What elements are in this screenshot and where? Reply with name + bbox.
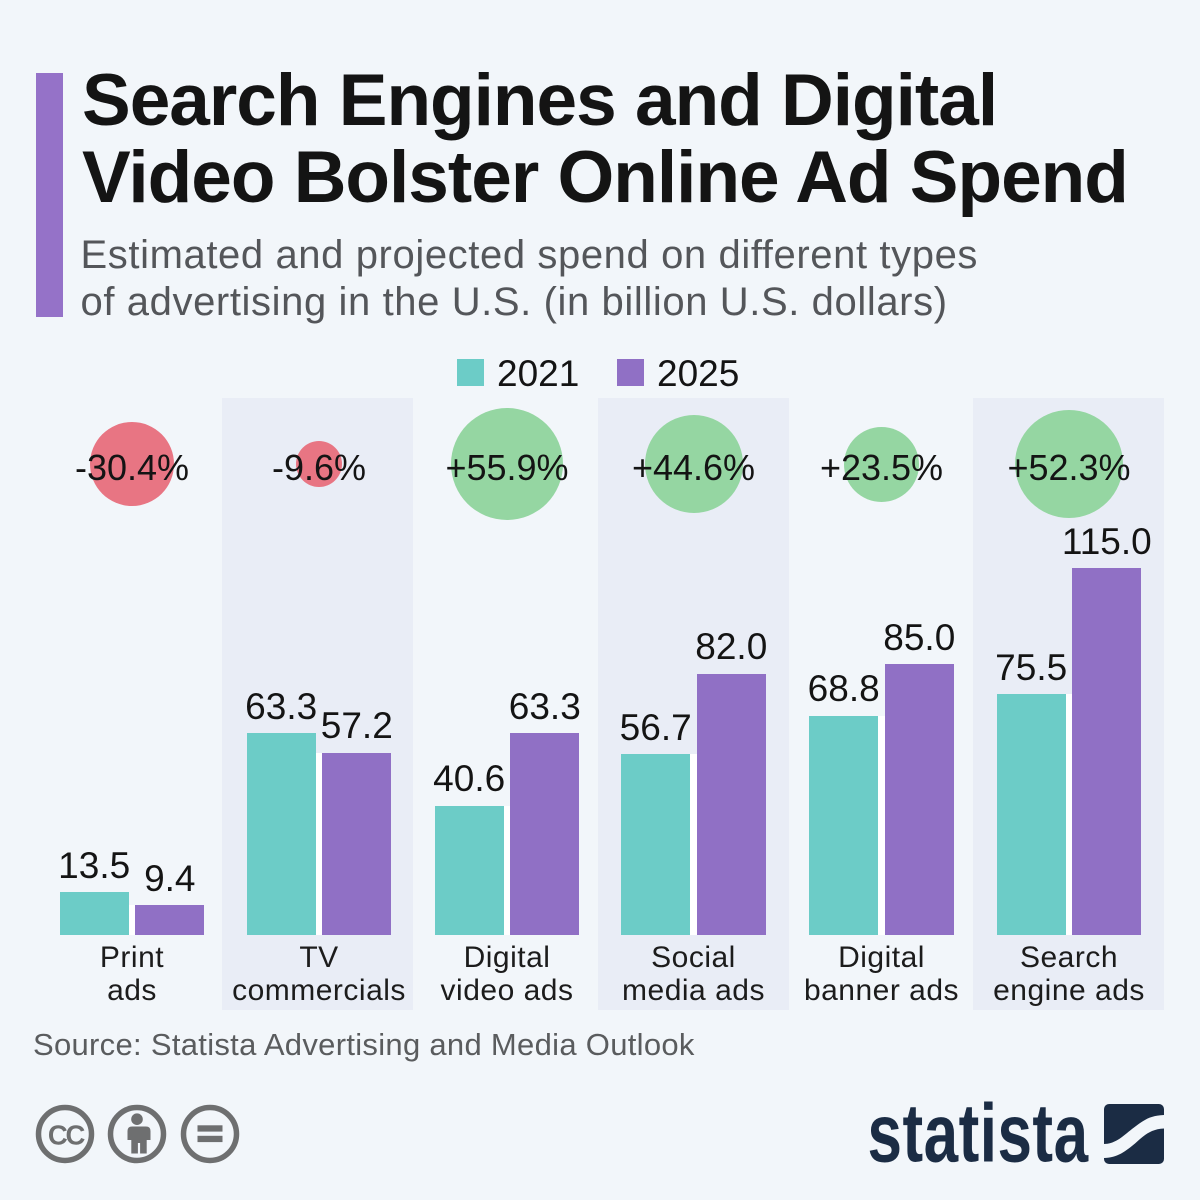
svg-text:statista: statista [868,1090,1090,1170]
svg-text:CC: CC [48,1120,86,1151]
